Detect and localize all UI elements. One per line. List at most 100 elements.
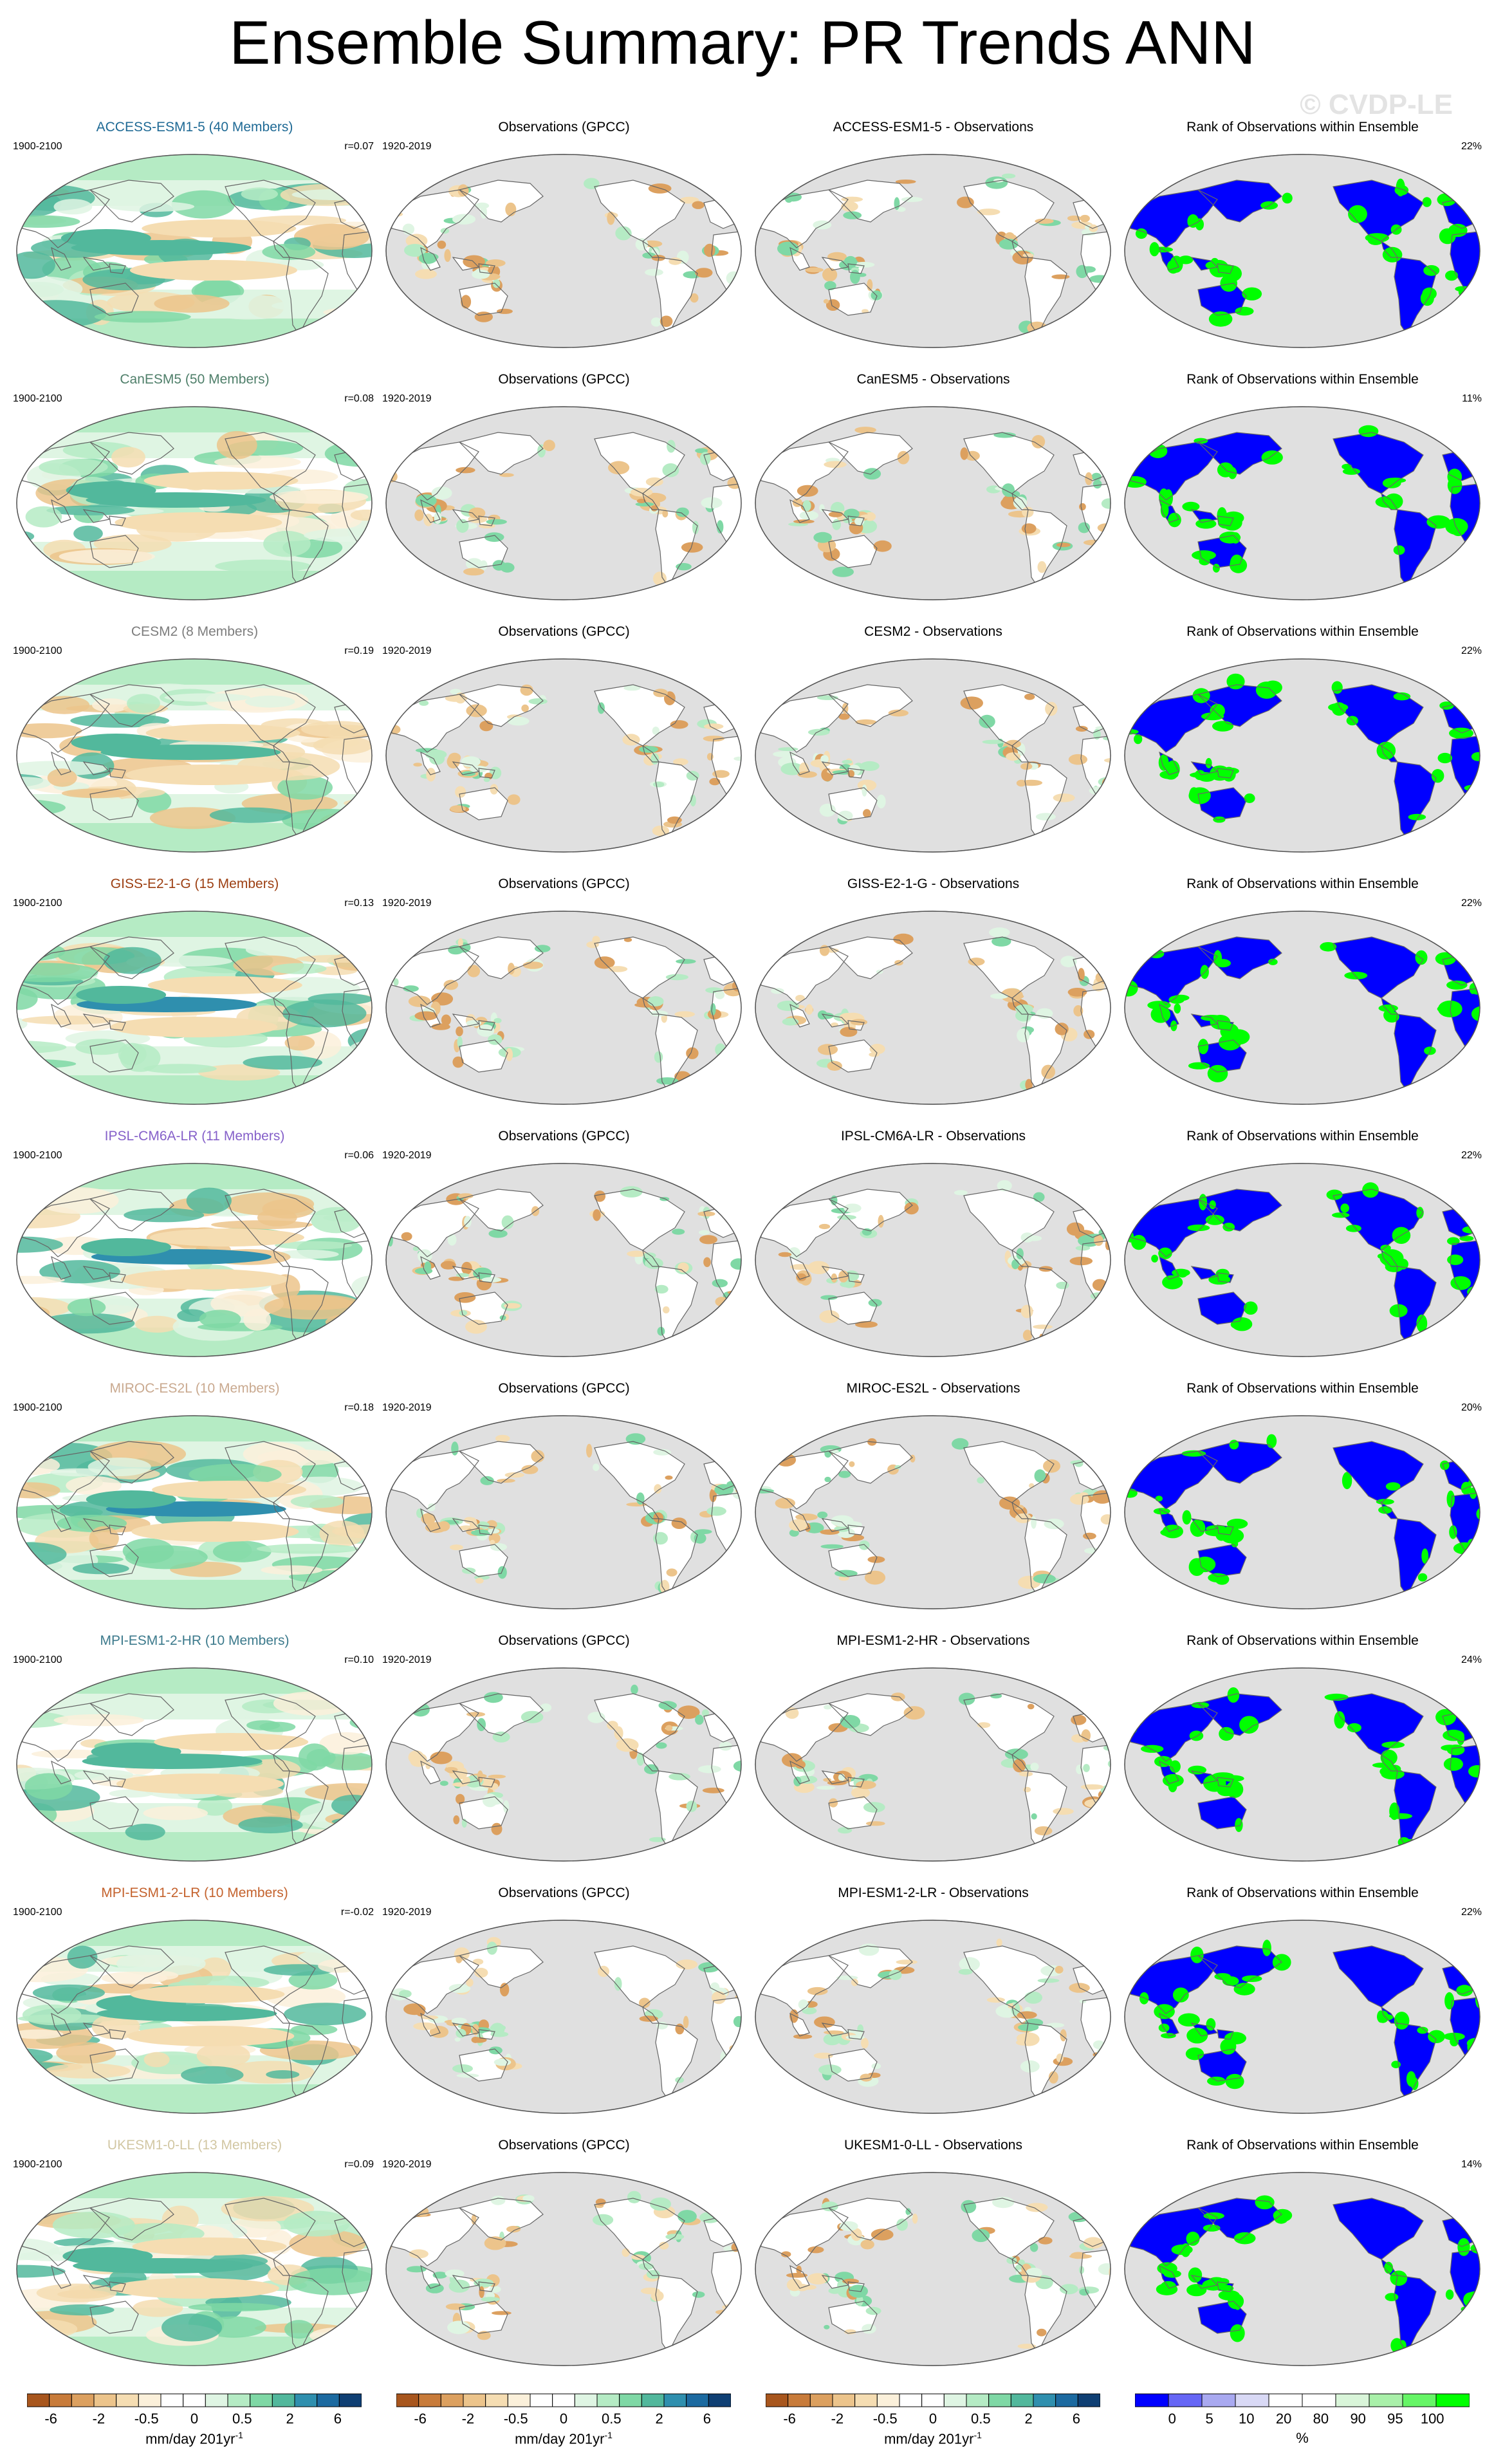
colorbar-tick-label: 0.5 [602, 2411, 622, 2427]
trend-map [16, 911, 373, 1105]
trend-colorbar-1: -6 -2 -0.5 0 0.5 2 6 mm/day 201yr-1 [27, 2393, 362, 2457]
colorbar-swatch [619, 2393, 642, 2407]
colorbar-tick-label: 2 [1024, 2411, 1033, 2427]
colorbar-swatch [138, 2393, 161, 2407]
colorbar-swatch [663, 2393, 687, 2407]
colorbar-swatch [1335, 2393, 1370, 2407]
colorbar-swatch [227, 2393, 251, 2407]
panel-title: Observations (GPCC) [498, 624, 630, 639]
colorbar-swatch [1235, 2393, 1269, 2407]
colorbar-swatch [1268, 2393, 1303, 2407]
trend-map [16, 1920, 373, 2114]
rank-percent: 22% [1461, 898, 1482, 909]
trend-map [385, 2172, 742, 2366]
observations-panel: Observations (GPCC) 1920-2019 [382, 119, 746, 351]
panel-title: UKESM1-0-LL (13 Members) [107, 2138, 282, 2153]
model-mean-panel: CanESM5 (50 Members) 1900-2100 r=0.08 [13, 371, 376, 603]
rank-percent: 22% [1461, 1150, 1482, 1161]
model-mean-panel: MPI-ESM1-2-HR (10 Members) 1900-2100 r=0.1… [13, 1633, 376, 1864]
colorbar-swatch [832, 2393, 856, 2407]
rank-panel: Rank of Observations within Ensemble 24% [1121, 1633, 1484, 1864]
colorbar-tick-label: 0 [190, 2411, 199, 2427]
colorbar-tick-label: -2 [92, 2411, 106, 2427]
colorbar-units: mm/day 201yr [515, 2431, 605, 2447]
panel-title: Rank of Observations within Ensemble [1186, 372, 1419, 387]
colorbar-swatch [396, 2393, 420, 2407]
pattern-correlation: r=0.08 [344, 393, 374, 404]
rank-percent: 11% [1462, 393, 1482, 404]
trend-map [385, 911, 742, 1105]
colorbar-swatch [854, 2393, 878, 2407]
trend-colorbar-3-units: mm/day 201yr-1 [766, 2430, 1100, 2447]
panel-period: 1900-2100 [13, 2159, 62, 2170]
colorbar-tick-label: 90 [1350, 2411, 1366, 2427]
trend-colorbar-2: -6 -2 -0.5 0 0.5 2 6 mm/day 201yr-1 [396, 2393, 731, 2457]
colorbar-tick-label: 2 [286, 2411, 294, 2427]
pattern-correlation: r=0.07 [344, 141, 374, 152]
colorbar-swatch [788, 2393, 811, 2407]
panel-title: Observations (GPCC) [498, 876, 630, 891]
panel-title: MIROC-ES2L (10 Members) [109, 1381, 280, 1396]
panel-period: 1920-2019 [382, 1907, 432, 1918]
panel-period: 1920-2019 [382, 1402, 432, 1413]
rank-panel: Rank of Observations within Ensemble 22% [1121, 1885, 1484, 2117]
watermark: © CVDP-LE [1300, 89, 1453, 120]
panel-title: Observations (GPCC) [498, 1885, 630, 1900]
panel-title: CanESM5 - Observations [856, 372, 1010, 387]
rank-percent: 22% [1461, 645, 1482, 656]
trend-map [755, 1667, 1111, 1862]
trend-colorbar-1-units: mm/day 201yr-1 [27, 2430, 362, 2447]
rank-colorbar: 0 5 10 20 80 90 95 100% [1135, 2393, 1470, 2457]
panel-title: Rank of Observations within Ensemble [1186, 1129, 1419, 1144]
colorbar-swatch [205, 2393, 228, 2407]
trend-colorbar-3-swatches [766, 2393, 1100, 2407]
trend-colorbar-2-labels: -6 -2 -0.5 0 0.5 2 6 [396, 2411, 731, 2427]
colorbar-swatch [49, 2393, 72, 2407]
trend-map [385, 1920, 742, 2114]
panel-title: MIROC-ES2L - Observations [846, 1381, 1020, 1396]
trend-map [385, 658, 742, 853]
panel-title: MPI-ESM1-2-LR (10 Members) [101, 1885, 288, 1900]
colorbar-tick-label: 0.5 [971, 2411, 991, 2427]
difference-panel: CanESM5 - Observations [752, 371, 1115, 603]
colorbar-swatch [943, 2393, 967, 2407]
colorbar-swatch [809, 2393, 833, 2407]
colorbar-tick-label: 10 [1239, 2411, 1255, 2427]
colorbar-tick-label: -6 [44, 2411, 57, 2427]
colorbar-swatch [507, 2393, 531, 2407]
colorbar-swatch [272, 2393, 295, 2407]
panel-period: 1900-2100 [13, 1907, 62, 1918]
colorbar-tick-label: 0 [1168, 2411, 1176, 2427]
colorbar-tick-label: -0.5 [872, 2411, 898, 2427]
pattern-correlation: r=0.18 [344, 1402, 374, 1413]
panel-period: 1920-2019 [382, 1654, 432, 1665]
colorbar-swatch [552, 2393, 575, 2407]
difference-panel: MPI-ESM1-2-HR - Observations [752, 1633, 1115, 1864]
difference-panel: MPI-ESM1-2-LR - Observations [752, 1885, 1115, 2117]
panel-period: 1920-2019 [382, 1150, 432, 1161]
trend-map [755, 1920, 1111, 2114]
panel-title: CESM2 (8 Members) [131, 624, 259, 639]
colorbar-swatch [1135, 2393, 1169, 2407]
colorbar-swatch [921, 2393, 945, 2407]
colorbar-swatch [574, 2393, 598, 2407]
rank-map [1124, 1667, 1480, 1862]
pattern-correlation: r=0.06 [344, 1150, 374, 1161]
colorbar-swatch [876, 2393, 900, 2407]
colorbar-tick-label: -2 [461, 2411, 475, 2427]
colorbar-swatch [708, 2393, 731, 2407]
colorbar-tick-label: 0 [928, 2411, 937, 2427]
trend-map [385, 154, 742, 348]
colorbar-tick-label: 2 [655, 2411, 663, 2427]
panel-title: Observations (GPCC) [498, 1129, 630, 1144]
pattern-correlation: r=0.13 [344, 898, 374, 909]
difference-panel: CESM2 - Observations [752, 624, 1115, 855]
colorbar-tick-label: -0.5 [134, 2411, 159, 2427]
rank-panel: Rank of Observations within Ensemble 22% [1121, 119, 1484, 351]
colorbar-swatch [1369, 2393, 1403, 2407]
colorbar-swatch [1033, 2393, 1056, 2407]
trend-colorbar-3: -6 -2 -0.5 0 0.5 2 6 mm/day 201yr-1 [766, 2393, 1100, 2457]
rank-percent: 22% [1461, 141, 1482, 152]
observations-panel: Observations (GPCC) 1920-2019 [382, 1380, 746, 1612]
rank-panel: Rank of Observations within Ensemble 11% [1121, 371, 1484, 603]
